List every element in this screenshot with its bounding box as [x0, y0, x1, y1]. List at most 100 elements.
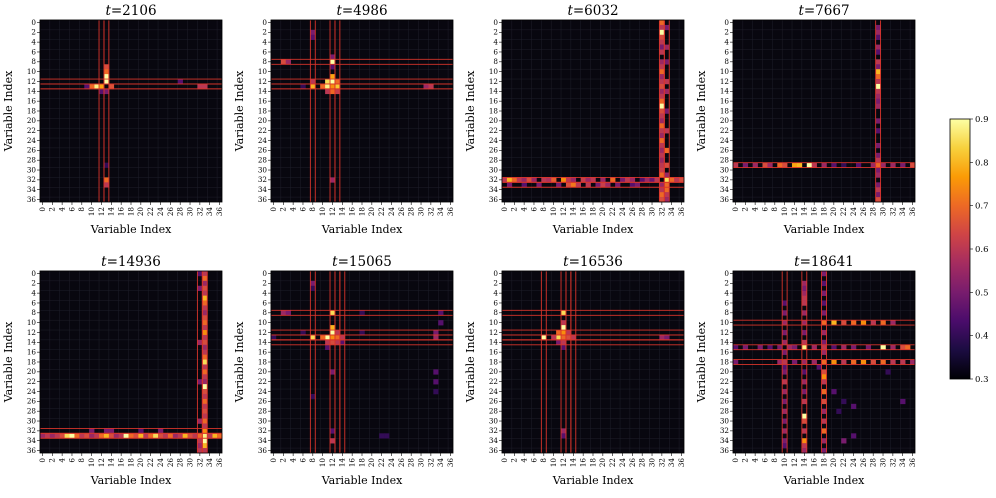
x-tick-label: 6	[298, 207, 307, 212]
x-tick-label: 2	[279, 458, 288, 463]
heatmap-cell	[202, 393, 208, 400]
heatmap-cell	[197, 443, 203, 449]
y-tick-label: 20	[27, 116, 37, 125]
heatmap-cell	[782, 300, 788, 306]
title-variable: t	[105, 3, 111, 19]
y-tick-label: 32	[27, 426, 36, 435]
y-tick-label: 8	[31, 57, 36, 66]
y-axis-label: Variable Index	[2, 70, 15, 152]
y-tick-label: 16	[720, 347, 730, 356]
heatmap-panel-2: 0022446688101012121414161618182020222224…	[233, 3, 455, 236]
heatmap-title: t=2106	[105, 3, 156, 19]
heatmap-cell	[202, 334, 208, 341]
heatmap-cell	[620, 177, 626, 183]
heatmap-cell	[197, 448, 203, 454]
y-axis-label: Variable Index	[695, 70, 708, 152]
title-value: =14936	[107, 254, 161, 270]
heatmap-cell	[733, 359, 739, 365]
x-tick-label: 26	[859, 458, 868, 468]
heatmap-cell	[875, 157, 881, 163]
heatmap-cell	[801, 438, 808, 444]
heatmap-cell	[821, 280, 827, 287]
x-tick-label: 14	[107, 207, 116, 217]
heatmap-cell	[310, 79, 316, 85]
heatmap-cell	[821, 389, 827, 395]
x-tick-label: 20	[829, 207, 838, 217]
heatmap-cell	[801, 320, 808, 326]
x-tick-label: 32	[195, 458, 204, 467]
y-tick-label: 16	[720, 96, 730, 105]
heatmap-cell	[118, 433, 124, 439]
x-tick-label: 14	[569, 458, 578, 468]
heatmap-cell	[664, 44, 670, 50]
heatmap-cell	[79, 433, 85, 439]
heatmap-cell	[506, 182, 513, 188]
heatmap-cell	[202, 374, 208, 380]
heatmap-cell	[880, 344, 886, 351]
x-tick-label: 22	[839, 458, 848, 467]
x-tick-label: 24	[618, 207, 627, 217]
y-tick-label: 8	[262, 308, 267, 317]
heatmap-cell	[669, 177, 675, 183]
x-tick-label: 24	[618, 458, 627, 468]
heatmap-cell	[561, 177, 567, 183]
x-tick-label: 30	[185, 458, 194, 468]
heatmap-cell	[334, 330, 341, 336]
heatmap-cell	[202, 325, 208, 331]
heatmap-cell	[89, 433, 95, 439]
y-tick-label: 14	[720, 87, 730, 96]
x-tick-label: 12	[559, 458, 568, 467]
y-tick-label: 22	[258, 377, 267, 386]
heatmap-cell	[615, 182, 621, 188]
title-value: =18641	[800, 254, 854, 270]
y-tick-label: 18	[258, 106, 268, 115]
heatmap-cell	[167, 433, 174, 439]
heatmap-cell	[89, 83, 95, 90]
x-tick-label: 8	[539, 207, 548, 212]
x-tick-label: 34	[205, 458, 214, 468]
y-tick-label: 26	[27, 397, 37, 406]
heatmap-cell	[659, 197, 665, 203]
heatmap-cell	[664, 197, 670, 203]
heatmap-cell	[197, 339, 203, 346]
heatmap-cell	[767, 162, 773, 168]
y-tick-label: 34	[489, 185, 499, 194]
heatmap-panel-7: 0022446688101012121414161618182020222224…	[464, 254, 686, 487]
x-tick-label: 24	[156, 458, 165, 468]
heatmap-cell	[875, 152, 881, 159]
heatmap-cell	[197, 83, 203, 90]
x-tick-label: 12	[559, 207, 568, 216]
x-tick-label: 36	[677, 458, 686, 468]
heatmap-cell	[782, 162, 788, 168]
heatmap-cell	[197, 418, 203, 424]
x-tick-label: 26	[859, 207, 868, 217]
x-tick-label: 28	[869, 207, 878, 217]
heatmap-cell	[334, 334, 341, 341]
heatmap-cell	[782, 443, 788, 449]
heatmap-cell	[659, 29, 665, 36]
y-tick-label: 4	[31, 288, 36, 297]
y-tick-label: 32	[720, 426, 729, 435]
y-tick-label: 18	[27, 357, 37, 366]
x-tick-label: 12	[328, 207, 337, 216]
heatmap-cell	[664, 147, 670, 154]
heatmap-cell	[103, 433, 110, 439]
heatmap-cell	[128, 433, 134, 439]
heatmap-cell	[99, 83, 105, 90]
heatmap-cell	[821, 359, 827, 365]
heatmap-cell	[659, 79, 665, 85]
y-tick-label: 32	[27, 175, 36, 184]
heatmap-cell	[300, 83, 306, 90]
heatmap-cell	[644, 177, 650, 183]
x-tick-label: 6	[529, 458, 538, 463]
x-axis-label: Variable Index	[783, 223, 865, 236]
heatmap-cell	[801, 418, 808, 424]
y-tick-label: 26	[720, 146, 730, 155]
heatmap-background	[271, 20, 453, 202]
heatmap-cell	[99, 433, 105, 439]
heatmap-cell	[99, 88, 105, 95]
heatmap-cell	[821, 369, 827, 375]
heatmap-cell	[659, 74, 665, 80]
heatmap-cell	[624, 177, 631, 183]
heatmap-cell	[536, 182, 542, 188]
